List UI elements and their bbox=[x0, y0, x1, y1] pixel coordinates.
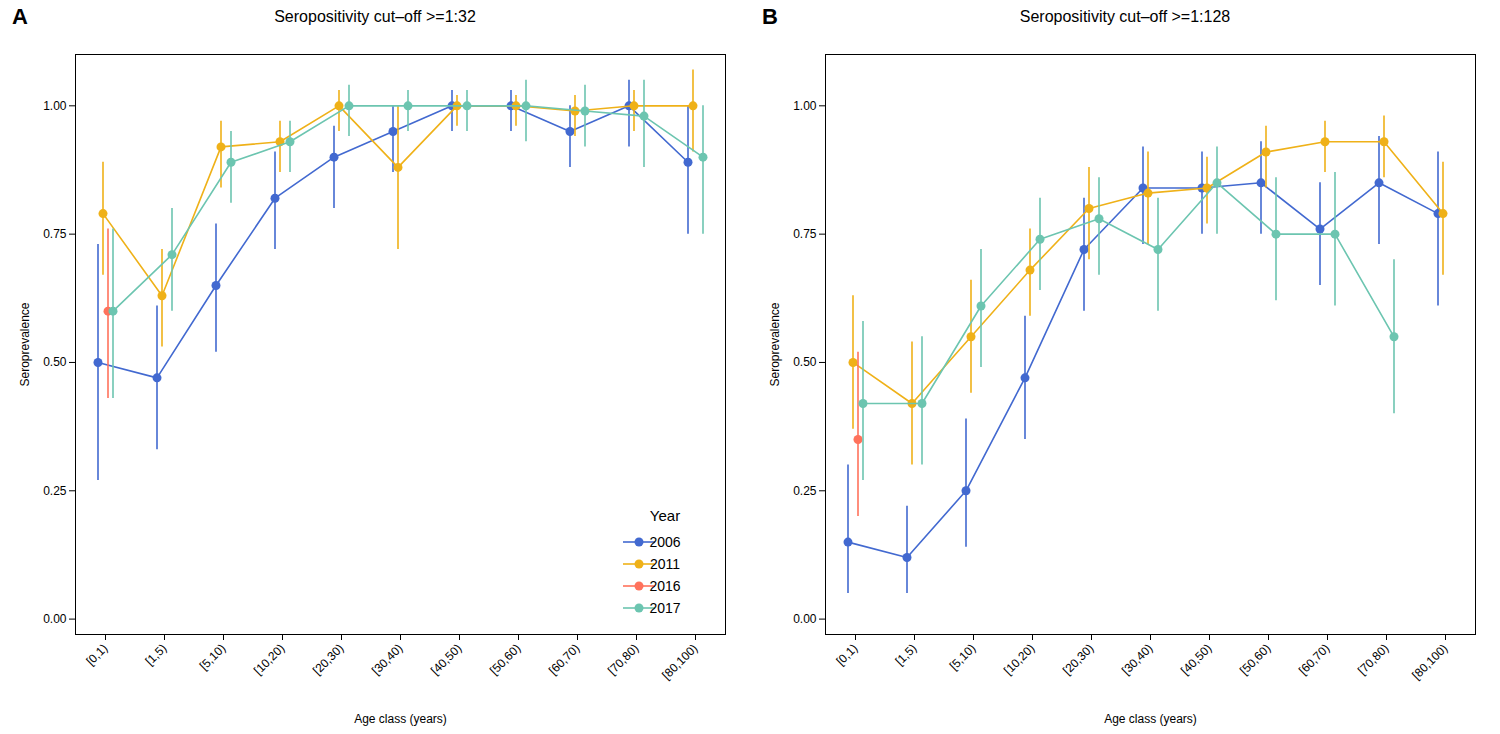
svg-text:2011: 2011 bbox=[650, 556, 680, 572]
svg-text:[20,30): [20,30) bbox=[1060, 641, 1096, 677]
svg-text:[10,20): [10,20) bbox=[1001, 641, 1037, 677]
svg-text:[0,1): [0,1) bbox=[83, 641, 110, 668]
svg-text:1.00: 1.00 bbox=[43, 99, 67, 113]
svg-text:Age class (years): Age class (years) bbox=[354, 712, 447, 726]
svg-text:[1,5): [1,5) bbox=[892, 641, 919, 668]
svg-text:1.00: 1.00 bbox=[793, 99, 817, 113]
svg-text:2017: 2017 bbox=[649, 600, 680, 616]
svg-text:Age class (years): Age class (years) bbox=[1104, 712, 1197, 726]
svg-text:[40,50): [40,50) bbox=[1178, 641, 1214, 677]
svg-text:0.00: 0.00 bbox=[793, 612, 817, 626]
svg-text:[60,70): [60,70) bbox=[1296, 641, 1332, 677]
svg-text:0.00: 0.00 bbox=[43, 612, 67, 626]
svg-text:0.50: 0.50 bbox=[793, 355, 817, 369]
svg-text:Year: Year bbox=[650, 507, 680, 524]
svg-text:[0,1): [0,1) bbox=[833, 641, 860, 668]
svg-text:[50,60): [50,60) bbox=[487, 641, 523, 677]
svg-text:Seroprevalence: Seroprevalence bbox=[768, 302, 782, 386]
svg-text:0.75: 0.75 bbox=[43, 227, 67, 241]
svg-text:[40,50): [40,50) bbox=[428, 641, 464, 677]
svg-text:[70,80): [70,80) bbox=[1355, 641, 1391, 677]
svg-text:[1,5): [1,5) bbox=[142, 641, 169, 668]
svg-text:[30,40): [30,40) bbox=[1119, 641, 1155, 677]
svg-text:0.25: 0.25 bbox=[43, 484, 67, 498]
svg-text:[5,10): [5,10) bbox=[947, 641, 979, 673]
svg-text:Seroprevalence: Seroprevalence bbox=[18, 302, 32, 386]
svg-text:[60,70): [60,70) bbox=[546, 641, 582, 677]
svg-text:[80,100): [80,100) bbox=[1409, 641, 1450, 682]
html-text:Seropositivity cut–off >=1:32: Seropositivity cut–off >=1:32 bbox=[274, 8, 476, 25]
svg-text:[5,10): [5,10) bbox=[197, 641, 229, 673]
html-text:B: B bbox=[762, 4, 778, 29]
svg-text:[30,40): [30,40) bbox=[369, 641, 405, 677]
svg-text:2006: 2006 bbox=[649, 534, 680, 550]
html-text:A: A bbox=[12, 4, 28, 29]
svg-text:[10,20): [10,20) bbox=[251, 641, 287, 677]
svg-text:0.25: 0.25 bbox=[793, 484, 817, 498]
svg-text:[50,60): [50,60) bbox=[1237, 641, 1273, 677]
html-text:Seropositivity cut–off >=1:128: Seropositivity cut–off >=1:128 bbox=[1019, 8, 1231, 25]
svg-text:2016: 2016 bbox=[649, 578, 680, 594]
svg-text:[80,100): [80,100) bbox=[659, 641, 700, 682]
svg-text:[20,30): [20,30) bbox=[310, 641, 346, 677]
svg-text:0.75: 0.75 bbox=[793, 227, 817, 241]
svg-text:[70,80): [70,80) bbox=[605, 641, 641, 677]
svg-text:0.50: 0.50 bbox=[43, 355, 67, 369]
